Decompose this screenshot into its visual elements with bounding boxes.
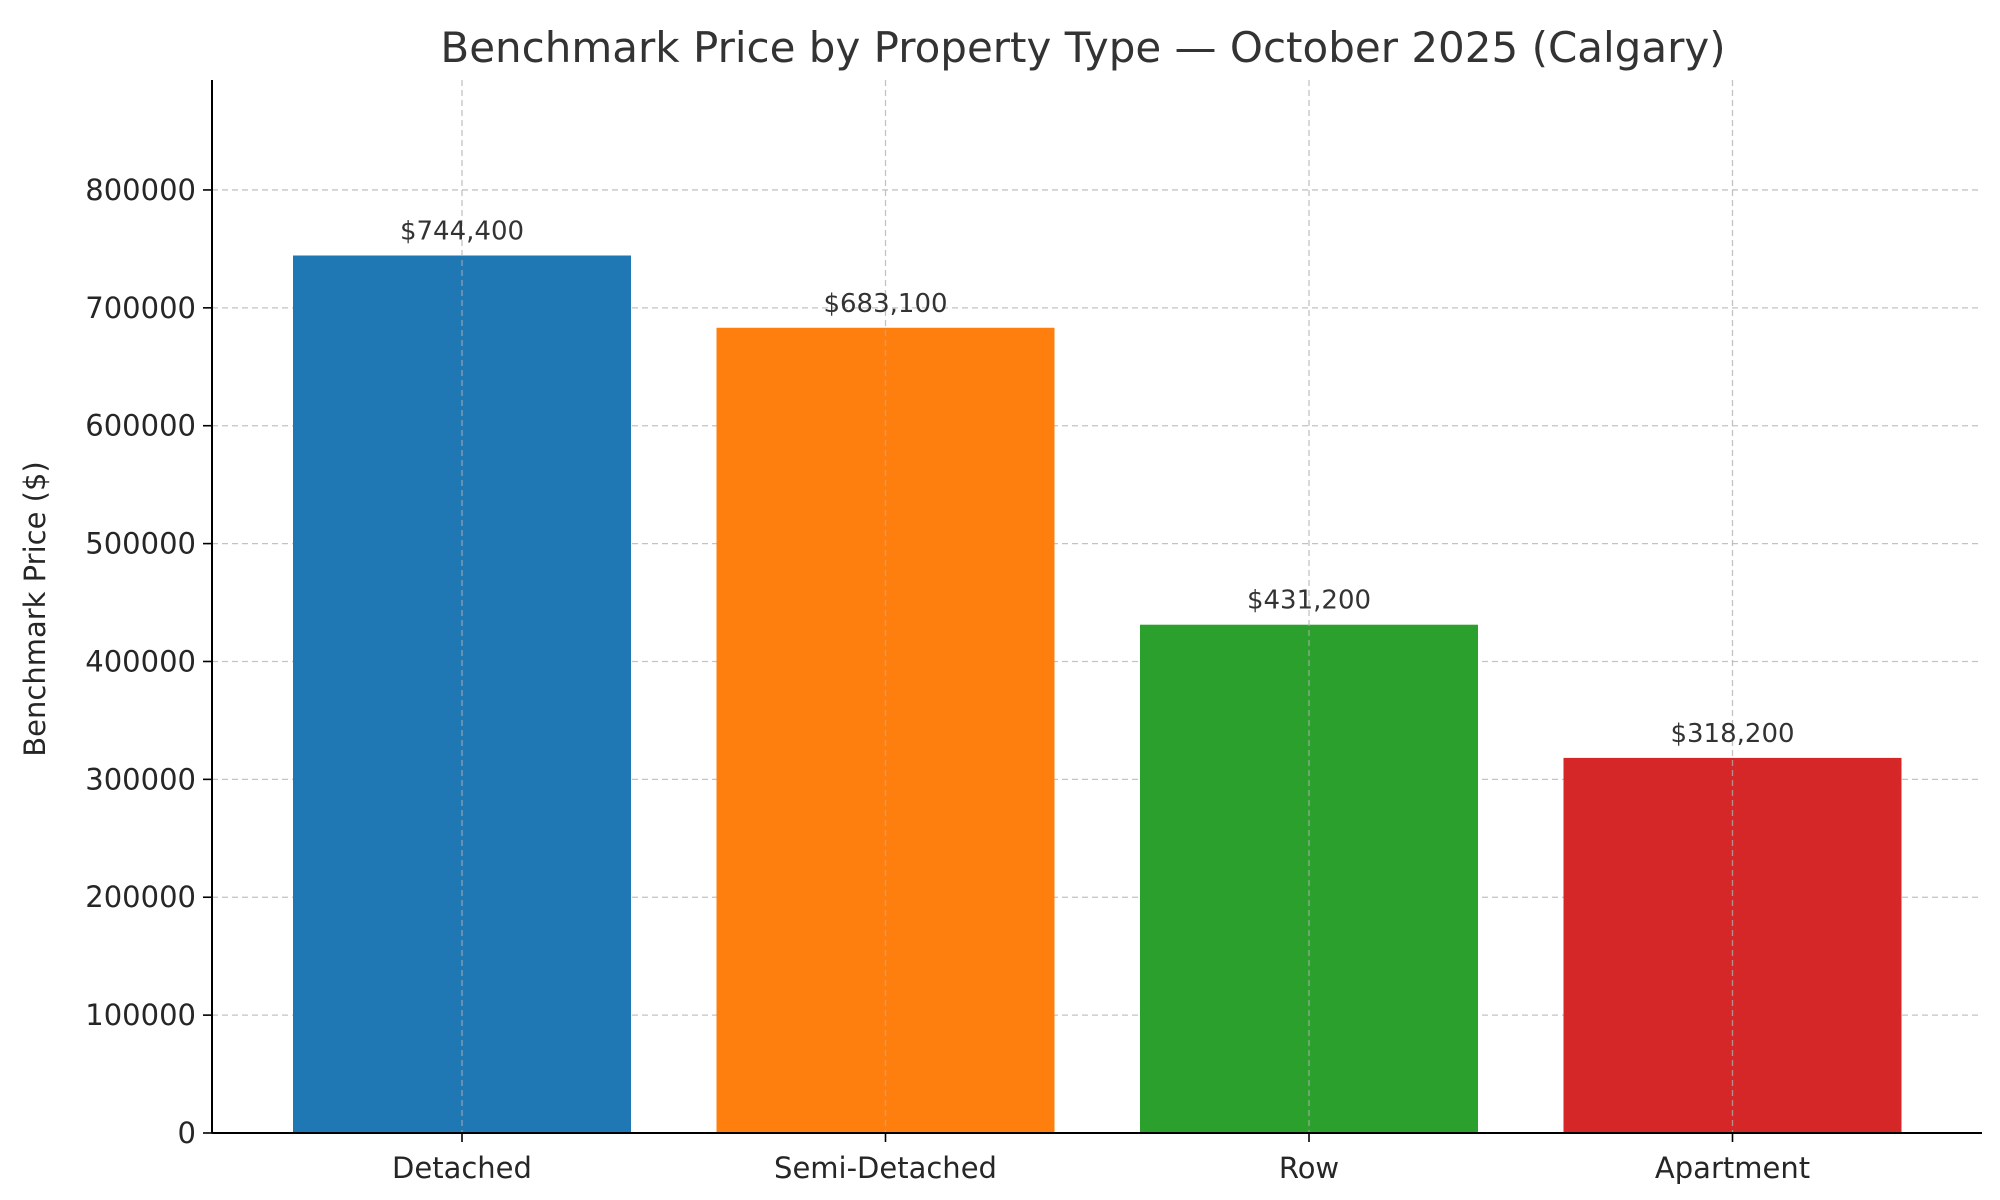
y-tick-label-8: 800000	[85, 173, 196, 207]
x-tick-label-1: Semi-Detached	[774, 1151, 997, 1185]
y-tick-label-4: 400000	[85, 644, 196, 678]
y-tick-label-6: 600000	[85, 409, 196, 443]
bar-row	[1140, 624, 1478, 1133]
data-label-1: $683,100	[823, 289, 947, 319]
y-ticks: 0 100000 200000 300000 400000 500000 600000 700…	[85, 173, 212, 1150]
y-tick-label-5: 500000	[85, 527, 196, 561]
x-tick-label-0: Detached	[392, 1151, 532, 1185]
x-ticks: Detached Semi-Detached Row Apartment	[392, 1133, 1810, 1185]
y-tick-label-1: 100000	[85, 998, 196, 1032]
axes	[211, 80, 1982, 1134]
y-axis-label: Benchmark Price ($)	[18, 461, 52, 756]
data-label-3: $318,200	[1670, 719, 1794, 749]
y-tick-label-0: 0	[178, 1116, 196, 1150]
data-labels: $744,400 $683,100 $431,200 $318,200	[400, 80, 1795, 1133]
chart-title: Benchmark Price by Property Type — Octob…	[440, 23, 1725, 72]
x-tick-label-2: Row	[1279, 1151, 1339, 1185]
y-tick-label-7: 700000	[85, 291, 196, 325]
bars	[293, 255, 1902, 1133]
data-label-2: $431,200	[1247, 586, 1371, 616]
y-tick-label-3: 300000	[85, 762, 196, 796]
x-tick-label-3: Apartment	[1655, 1151, 1810, 1185]
y-tick-label-2: 200000	[85, 880, 196, 914]
data-label-0: $744,400	[400, 217, 524, 247]
